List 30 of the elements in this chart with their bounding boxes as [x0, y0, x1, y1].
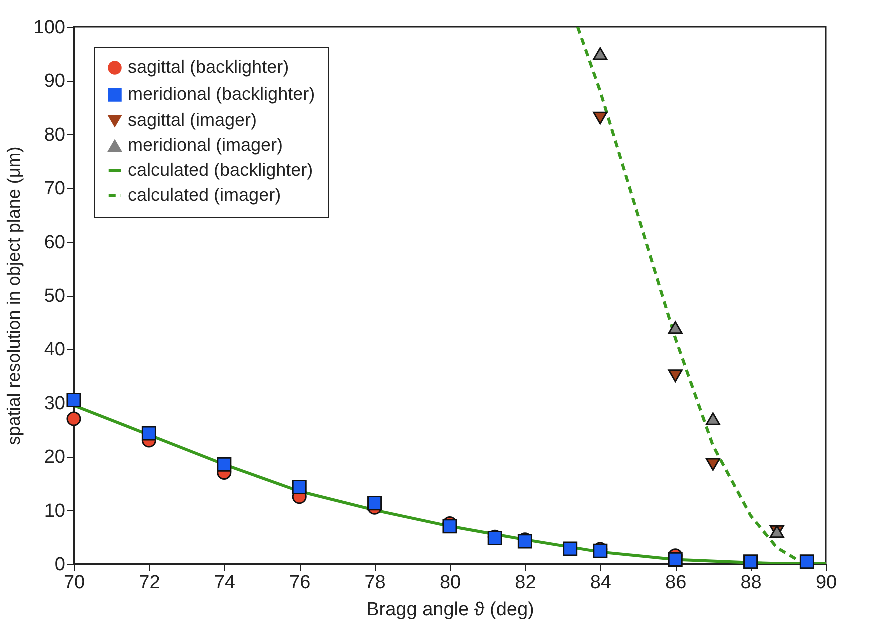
x-tick-label: 76: [290, 572, 311, 594]
x-tick-label: 78: [364, 572, 386, 594]
x-tick-label: 86: [666, 572, 687, 594]
legend-label: sagittal (imager): [128, 110, 258, 130]
y-tick-label: 80: [44, 124, 66, 146]
legend-label: meridional (imager): [128, 135, 284, 155]
x-tick-label: 88: [740, 572, 762, 594]
legend-label: calculated (backlighter): [128, 160, 314, 180]
y-tick-label: 20: [44, 447, 66, 468]
y-tick-label: 70: [44, 178, 66, 200]
legend-label: sagittal (backlighter): [128, 57, 290, 77]
x-tick-label: 74: [214, 572, 236, 594]
y-tick-label: 10: [44, 500, 66, 522]
y-tick-label: 60: [44, 232, 66, 254]
legend-label: meridional (backlighter): [128, 84, 316, 104]
x-tick-label: 72: [139, 572, 160, 594]
y-axis-title: spatial resolution in object plane (μm): [4, 146, 24, 446]
x-tick-label: 70: [64, 572, 86, 594]
x-tick-label: 80: [440, 572, 462, 594]
y-tick-label: 30: [44, 393, 66, 414]
y-tick-label: 0: [54, 554, 66, 576]
legend-label: calculated (imager): [128, 185, 282, 205]
x-tick-label: 90: [816, 572, 838, 594]
y-tick-label: 90: [44, 71, 66, 92]
x-axis-title: Bragg angle ϑ (deg): [366, 600, 534, 620]
x-tick-label: 82: [515, 572, 536, 594]
y-tick-label: 100: [34, 18, 66, 38]
x-tick-label: 84: [590, 572, 612, 594]
y-tick-label: 40: [44, 340, 66, 361]
y-tick-label: 50: [44, 286, 66, 307]
